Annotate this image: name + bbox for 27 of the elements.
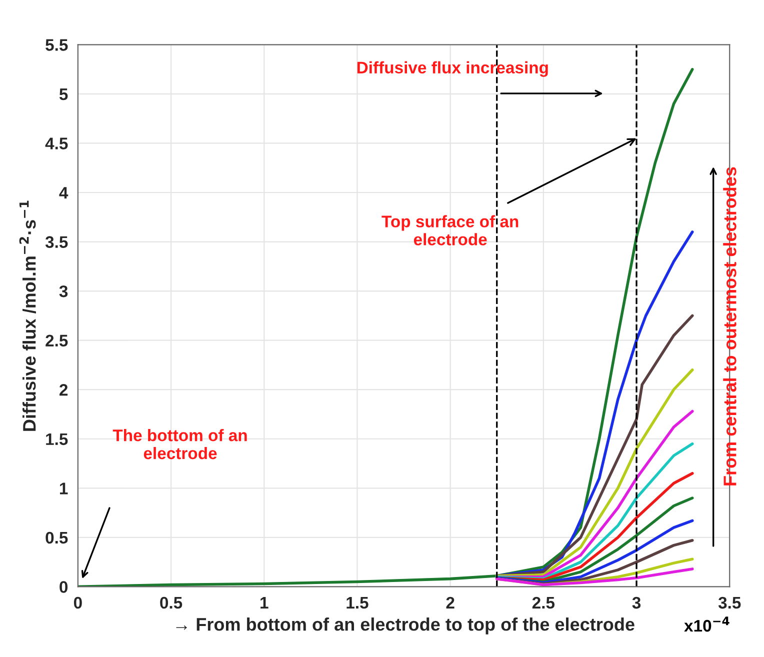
x-axis-title: → From bottom of an electrode to top of the electrode (176, 618, 634, 634)
y-axis-title: Diffusive flux /mol.m$^{−2}$·s$^{−1}$ (19, 200, 36, 431)
y-tick-label: 3 (59, 285, 68, 298)
y-tick-label: 0 (60, 581, 68, 593)
y-tick-label: 1.5 (46, 433, 68, 446)
x-tick-label: 1 (260, 597, 268, 608)
x-tick-label: 1.5 (346, 597, 368, 609)
x-tick-label: 2 (446, 596, 454, 608)
y-tick-label: 5.5 (46, 39, 68, 51)
x-tick-label: 0 (74, 596, 82, 609)
annotation: Top surface of an electrode (382, 215, 518, 246)
x-tick-label: 0.5 (160, 596, 182, 609)
y-tick-label: 4.5 (45, 138, 68, 150)
annotation: Diffusive flux increasing (357, 61, 548, 77)
y-tick-label: 2 (60, 384, 68, 396)
x-tick-label: 3.5 (718, 596, 741, 609)
y-tick-label: 2.5 (46, 334, 68, 347)
y-tick-label: 4 (59, 187, 68, 199)
x-tick-label: 3 (632, 596, 641, 609)
y-tick-label: 0.5 (46, 532, 68, 544)
annotation: From central to outermost electrodes (723, 167, 736, 486)
y-tick-label: 5 (59, 88, 68, 100)
x-tick-label: 2.5 (532, 596, 555, 609)
y-tick-label: 1 (60, 482, 68, 494)
y-tick-label: 3.5 (45, 236, 68, 248)
text: x10$^{−4}$ (684, 616, 730, 632)
annotation: The bottom of an electrode (112, 429, 247, 460)
